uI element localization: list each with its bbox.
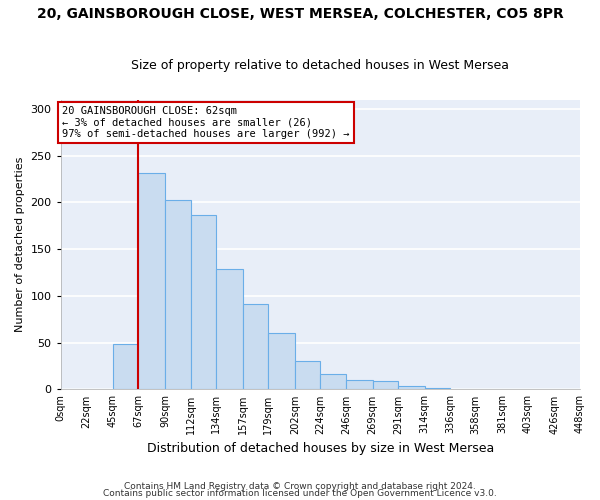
Y-axis label: Number of detached properties: Number of detached properties [15, 157, 25, 332]
Bar [242, 304, 268, 390]
Bar [295, 362, 320, 390]
Bar [268, 334, 295, 390]
Title: Size of property relative to detached houses in West Mersea: Size of property relative to detached ho… [131, 59, 509, 72]
Bar [398, 386, 425, 390]
Text: Contains HM Land Registry data © Crown copyright and database right 2024.: Contains HM Land Registry data © Crown c… [124, 482, 476, 491]
Bar [320, 374, 346, 390]
Bar [373, 381, 398, 390]
Text: 20 GAINSBOROUGH CLOSE: 62sqm
← 3% of detached houses are smaller (26)
97% of sem: 20 GAINSBOROUGH CLOSE: 62sqm ← 3% of det… [62, 106, 349, 140]
Bar [165, 200, 191, 390]
Text: 20, GAINSBOROUGH CLOSE, WEST MERSEA, COLCHESTER, CO5 8PR: 20, GAINSBOROUGH CLOSE, WEST MERSEA, COL… [37, 8, 563, 22]
Bar [216, 269, 242, 390]
X-axis label: Distribution of detached houses by size in West Mersea: Distribution of detached houses by size … [147, 442, 494, 455]
Bar [191, 214, 216, 390]
Bar [425, 388, 450, 390]
Bar [113, 344, 139, 390]
Bar [346, 380, 373, 390]
Text: Contains public sector information licensed under the Open Government Licence v3: Contains public sector information licen… [103, 489, 497, 498]
Bar [139, 174, 165, 390]
